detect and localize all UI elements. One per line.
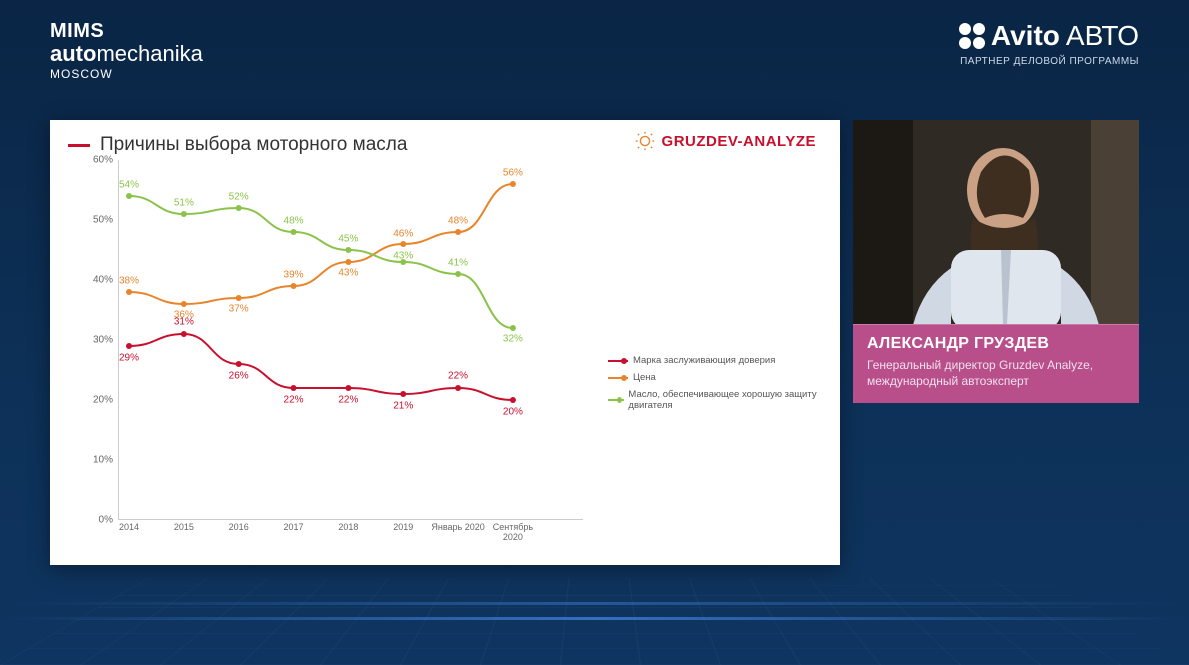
- data-label: 20%: [503, 407, 523, 418]
- data-label: 54%: [119, 180, 139, 191]
- y-tick-label: 0%: [99, 515, 113, 526]
- x-tick-label: Сентябрь 2020: [485, 523, 541, 543]
- legend-item: Масло, обеспечивающее хорошую защиту дви…: [608, 389, 822, 411]
- avito-logo-block: Avito АВТО ПАРТНЕР ДЕЛОВОЙ ПРОГРАММЫ: [959, 20, 1139, 81]
- data-label: 22%: [284, 395, 304, 406]
- avito-logo: Avito АВТО: [959, 20, 1139, 52]
- speaker-role: Генеральный директор Gruzdev Analyze, ме…: [867, 357, 1125, 389]
- data-label: 46%: [393, 229, 413, 240]
- data-label: 39%: [284, 270, 304, 281]
- bg-stripe: [0, 602, 1189, 605]
- x-tick-label: 2014: [119, 523, 139, 533]
- y-tick-label: 20%: [93, 395, 113, 406]
- y-tick-label: 10%: [93, 455, 113, 466]
- avito-dots-icon: [959, 23, 985, 49]
- speaker-name: АЛЕКСАНДР ГРУЗДЕВ: [867, 335, 1125, 353]
- presentation-slide: Причины выбора моторного масла GRUZDEV-A…: [50, 120, 840, 565]
- legend-label: Цена: [633, 372, 656, 383]
- x-tick-label: 2018: [338, 523, 358, 533]
- legend-label: Марка заслуживающия доверия: [633, 355, 775, 366]
- legend-item: Цена: [608, 372, 822, 383]
- chart-legend: Марка заслуживающия доверия Цена Масло, об…: [608, 355, 822, 417]
- data-label: 48%: [284, 216, 304, 227]
- data-label: 36%: [174, 310, 194, 321]
- data-label: 43%: [393, 251, 413, 262]
- legend-label: Масло, обеспечивающее хорошую защиту дви…: [628, 389, 822, 411]
- lightbulb-icon: [634, 130, 656, 152]
- legend-item: Марка заслуживающия доверия: [608, 355, 822, 366]
- header: MIMS automechanika MOSCOW Avito АВТО ПАР…: [50, 20, 1139, 81]
- mims-logo: MIMS automechanika MOSCOW: [50, 20, 203, 81]
- slide-brand: GRUZDEV-ANALYZE: [634, 130, 816, 152]
- data-label: 52%: [229, 192, 249, 203]
- mims-line1: MIMS: [50, 20, 203, 42]
- data-label: 22%: [338, 395, 358, 406]
- x-tick-label: 2015: [174, 523, 194, 533]
- x-tick-label: 2019: [393, 523, 413, 533]
- mims-line2: automechanika: [50, 42, 203, 66]
- y-tick-label: 50%: [93, 215, 113, 226]
- data-label: 29%: [119, 353, 139, 364]
- chart-area: 0%10%20%30%40%50%60%20142015201620172018…: [68, 160, 822, 557]
- x-tick-label: 2016: [229, 523, 249, 533]
- speaker-video: [853, 120, 1139, 325]
- avito-subtitle: ПАРТНЕР ДЕЛОВОЙ ПРОГРАММЫ: [959, 56, 1139, 67]
- data-label: 22%: [448, 371, 468, 382]
- chart-plot: 0%10%20%30%40%50%60%20142015201620172018…: [118, 160, 583, 520]
- data-label: 38%: [119, 276, 139, 287]
- data-label: 26%: [229, 371, 249, 382]
- y-tick-label: 60%: [93, 155, 113, 166]
- data-label: 43%: [338, 268, 358, 279]
- background-grid: [0, 579, 1189, 665]
- title-dash-icon: [68, 144, 90, 147]
- data-label: 37%: [229, 304, 249, 315]
- slide-title: Причины выбора моторного масла: [100, 134, 407, 156]
- speaker-lower-third: АЛЕКСАНДР ГРУЗДЕВ Генеральный директор G…: [853, 324, 1139, 403]
- y-tick-label: 30%: [93, 335, 113, 346]
- x-tick-label: 2017: [284, 523, 304, 533]
- bg-stripe: [0, 617, 1189, 620]
- x-tick-label: Январь 2020: [431, 523, 484, 533]
- data-label: 21%: [393, 401, 413, 412]
- y-tick-label: 40%: [93, 275, 113, 286]
- data-label: 41%: [448, 258, 468, 269]
- data-label: 56%: [503, 168, 523, 179]
- data-label: 48%: [448, 216, 468, 227]
- data-label: 45%: [338, 234, 358, 245]
- data-label: 51%: [174, 198, 194, 209]
- data-label: 32%: [503, 334, 523, 345]
- mims-line3: MOSCOW: [50, 68, 203, 81]
